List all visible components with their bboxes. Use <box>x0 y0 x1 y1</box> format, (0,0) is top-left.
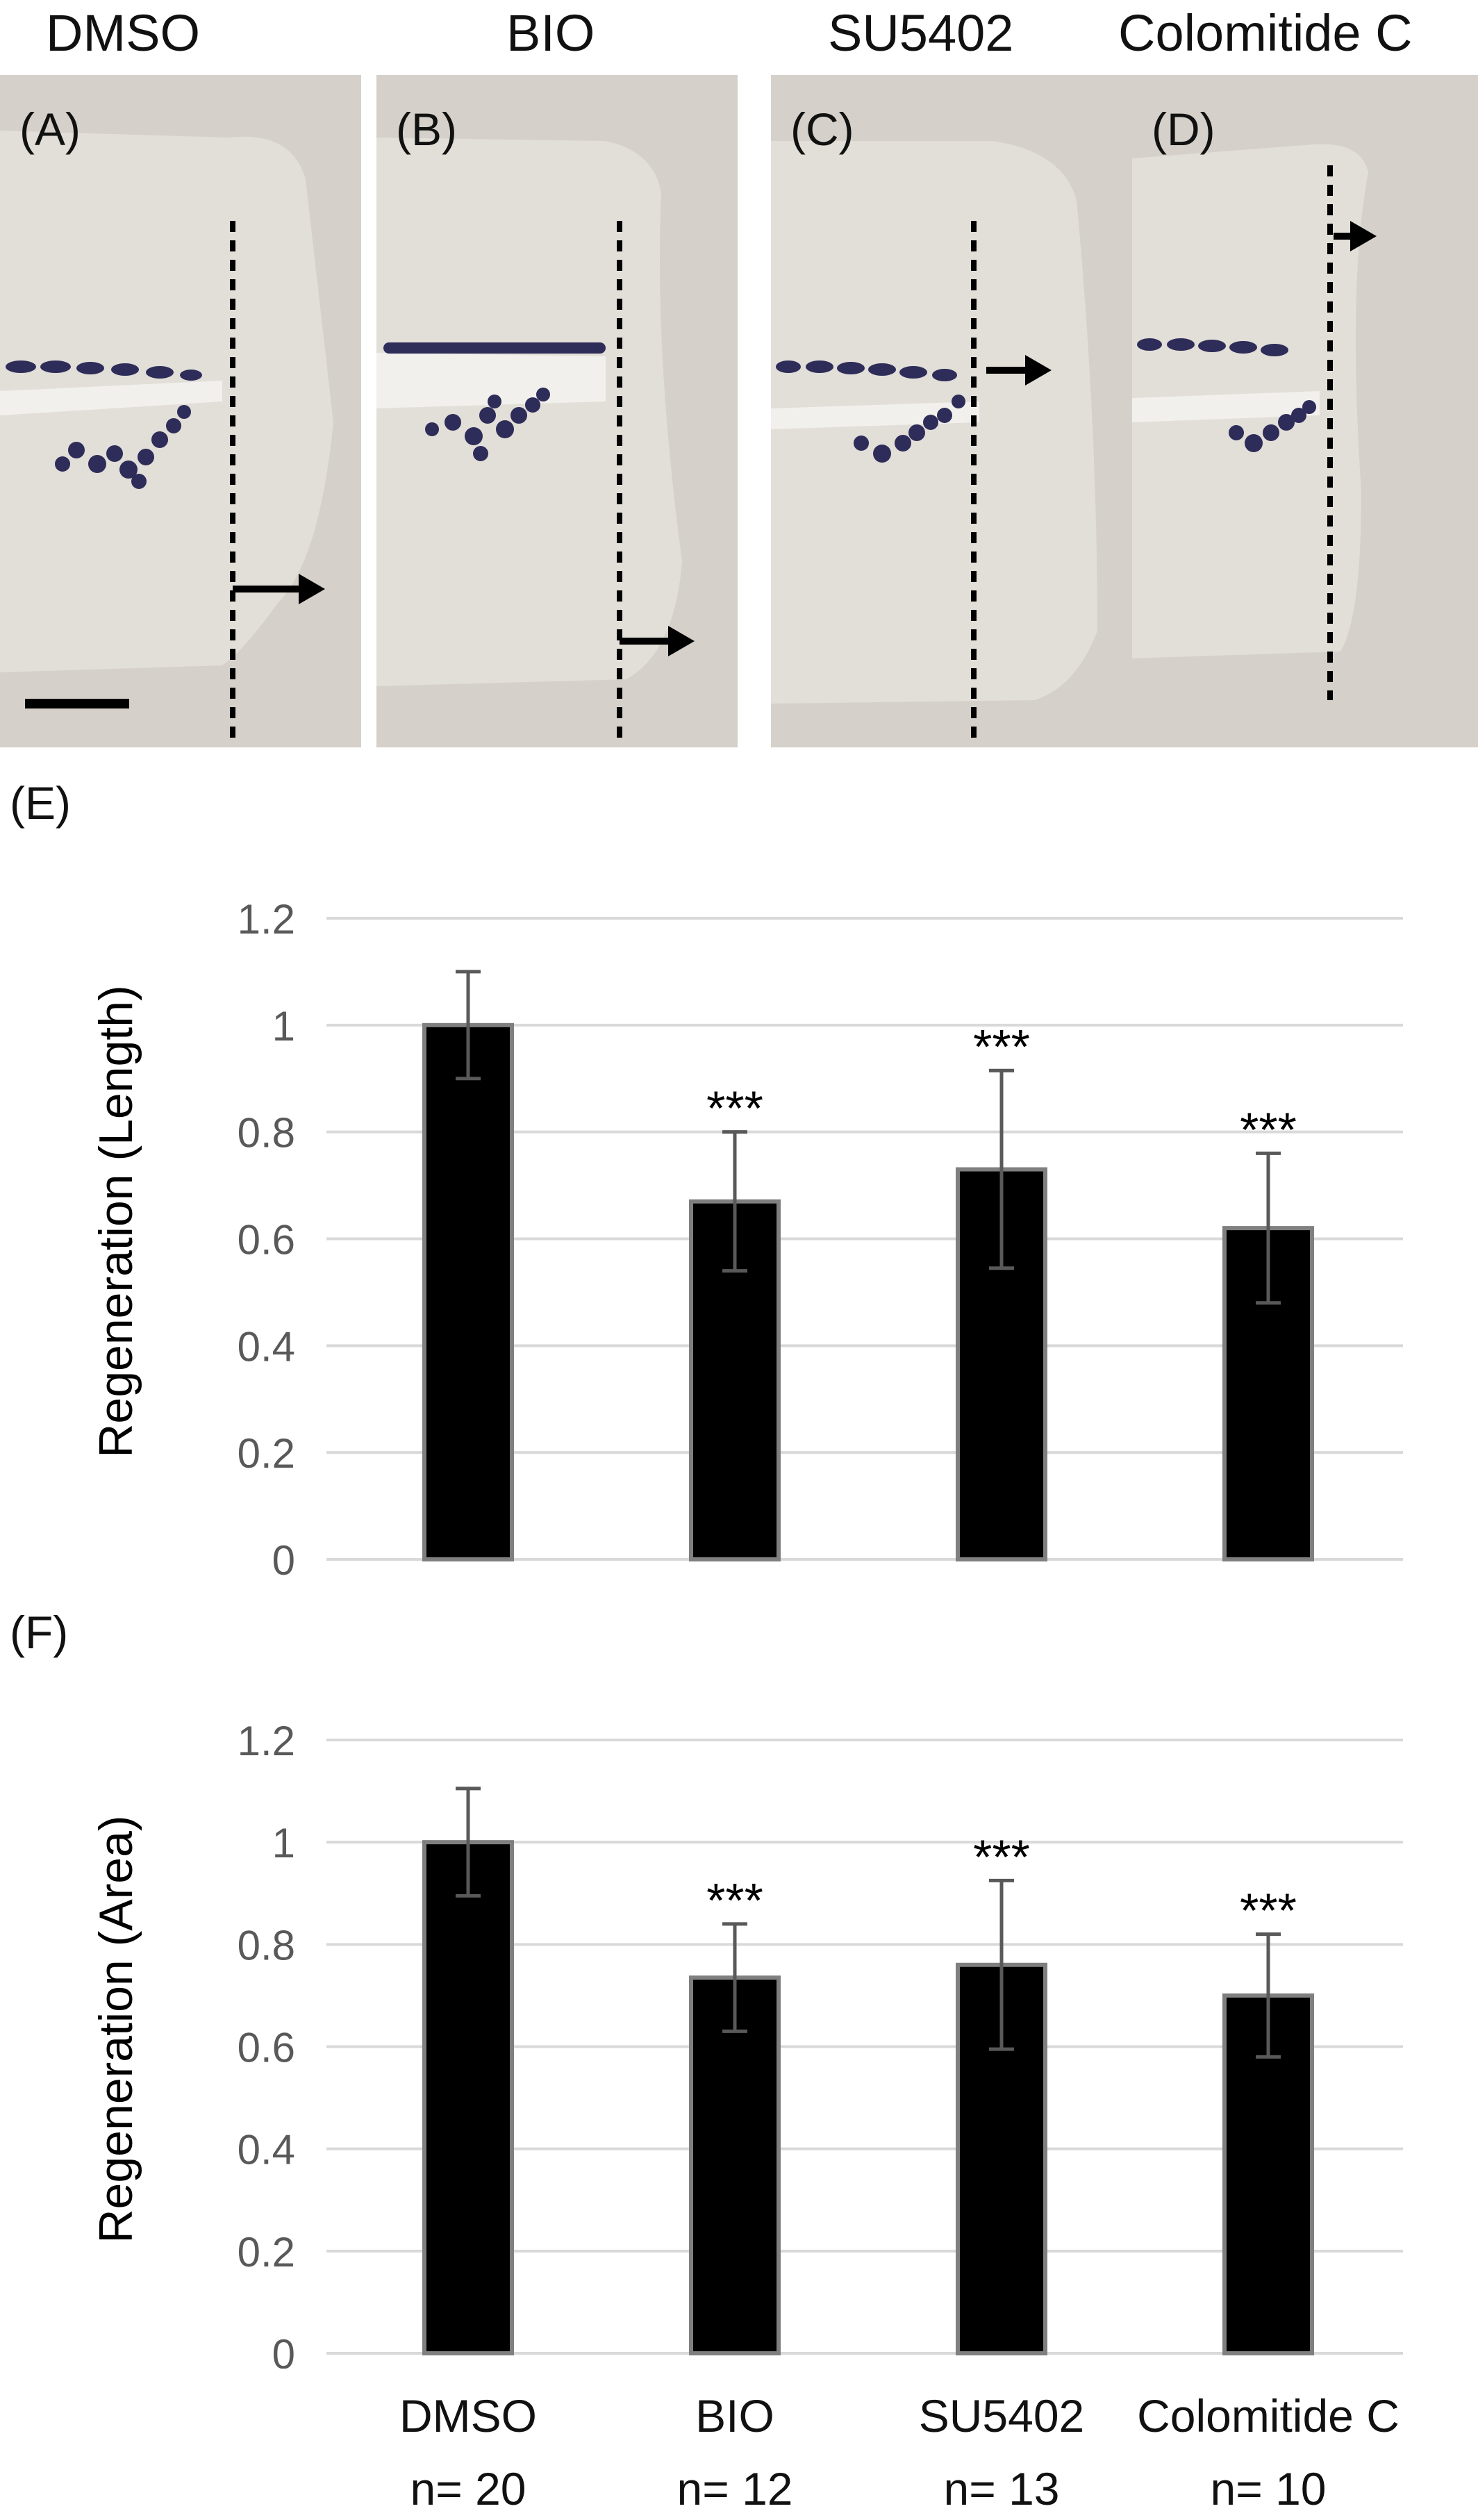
column-header-colomitide-c: Colomitide C <box>1118 4 1413 62</box>
y-tick-label: 1 <box>272 1820 295 1866</box>
y-tick-label: 0.4 <box>238 1323 295 1370</box>
significance-label: *** <box>706 1873 763 1928</box>
y-tick-label: 0.2 <box>238 1430 295 1477</box>
sample-size-su5402: n= 13 <box>943 2463 1060 2514</box>
fin-illustration-c <box>771 141 1097 742</box>
significance-label: *** <box>706 1081 763 1136</box>
y-tick-label: 1 <box>272 1003 295 1050</box>
significance-label: *** <box>973 1830 1030 1884</box>
y-tick-label: 0 <box>272 1537 295 1584</box>
micrograph-panel-d: (D) <box>1132 75 1478 747</box>
significance-label: *** <box>1240 1102 1297 1157</box>
panel-label-d: (D) <box>1152 103 1215 155</box>
category-label-colomitide-c: Colomitide C <box>1137 2390 1400 2442</box>
y-tick-label: 0.8 <box>238 1110 295 1157</box>
category-label-bio: BIO <box>695 2390 774 2442</box>
y-tick-label: 0.6 <box>238 1217 295 1263</box>
column-header-bio: BIO <box>506 4 595 62</box>
bar <box>422 1022 514 1562</box>
micrograph-panel-a: (A) <box>0 75 361 747</box>
fin-illustration-a <box>0 131 333 742</box>
micrograph-panel-b: (B) <box>376 75 738 747</box>
column-header-dmso: DMSO <box>46 4 200 62</box>
y-tick-label: 0.8 <box>238 1922 295 1968</box>
y-tick-label: 0.4 <box>238 2127 295 2173</box>
fin-illustration-d <box>1132 144 1377 700</box>
category-label-dmso: DMSO <box>399 2390 537 2442</box>
fin-illustration-b <box>376 138 695 742</box>
panel-label-f: (F) <box>10 1607 69 1658</box>
panel-label-e: (E) <box>10 777 71 829</box>
y-tick-label: 1.2 <box>238 896 295 943</box>
chart-e: 0 0.2 0.4 0.6 0.8 1 1.2 Regeneration (Length) **… <box>90 896 1403 1584</box>
scale-bar <box>25 699 129 708</box>
panel-label-b: (B) <box>396 103 457 155</box>
y-tick-label: 0 <box>272 2331 295 2369</box>
sample-size-dmso: n= 20 <box>410 2463 526 2514</box>
y-axis-title: Regeneration (Length) <box>90 985 142 1457</box>
sample-size-bio: n= 12 <box>676 2463 793 2514</box>
significance-label: *** <box>973 1020 1030 1074</box>
column-header-su5402: SU5402 <box>828 4 1014 62</box>
chart-f: 0 0.2 0.4 0.6 0.8 1 1.2 Regeneration (Area) *** *… <box>90 1718 1403 2369</box>
micrograph-panel-c: (C) <box>771 75 1132 747</box>
sample-size-colomitide-c: n= 10 <box>1210 2463 1327 2514</box>
bar <box>422 1840 514 2356</box>
y-tick-label: 1.2 <box>238 1718 295 1764</box>
significance-label: *** <box>1240 1884 1297 1938</box>
y-axis-title: Regeneration (Area) <box>90 1815 142 2243</box>
bar-charts: 0 0.2 0.4 0.6 0.8 1 1.2 Regeneration (Length) **… <box>90 896 1403 2369</box>
panel-label-c: (C) <box>790 103 854 155</box>
y-tick-label: 0.6 <box>238 2025 295 2071</box>
panel-label-a: (A) <box>19 103 81 155</box>
y-tick-label: 0.2 <box>238 2229 295 2276</box>
bar <box>689 1975 781 2356</box>
category-label-su5402: SU5402 <box>918 2390 1085 2442</box>
